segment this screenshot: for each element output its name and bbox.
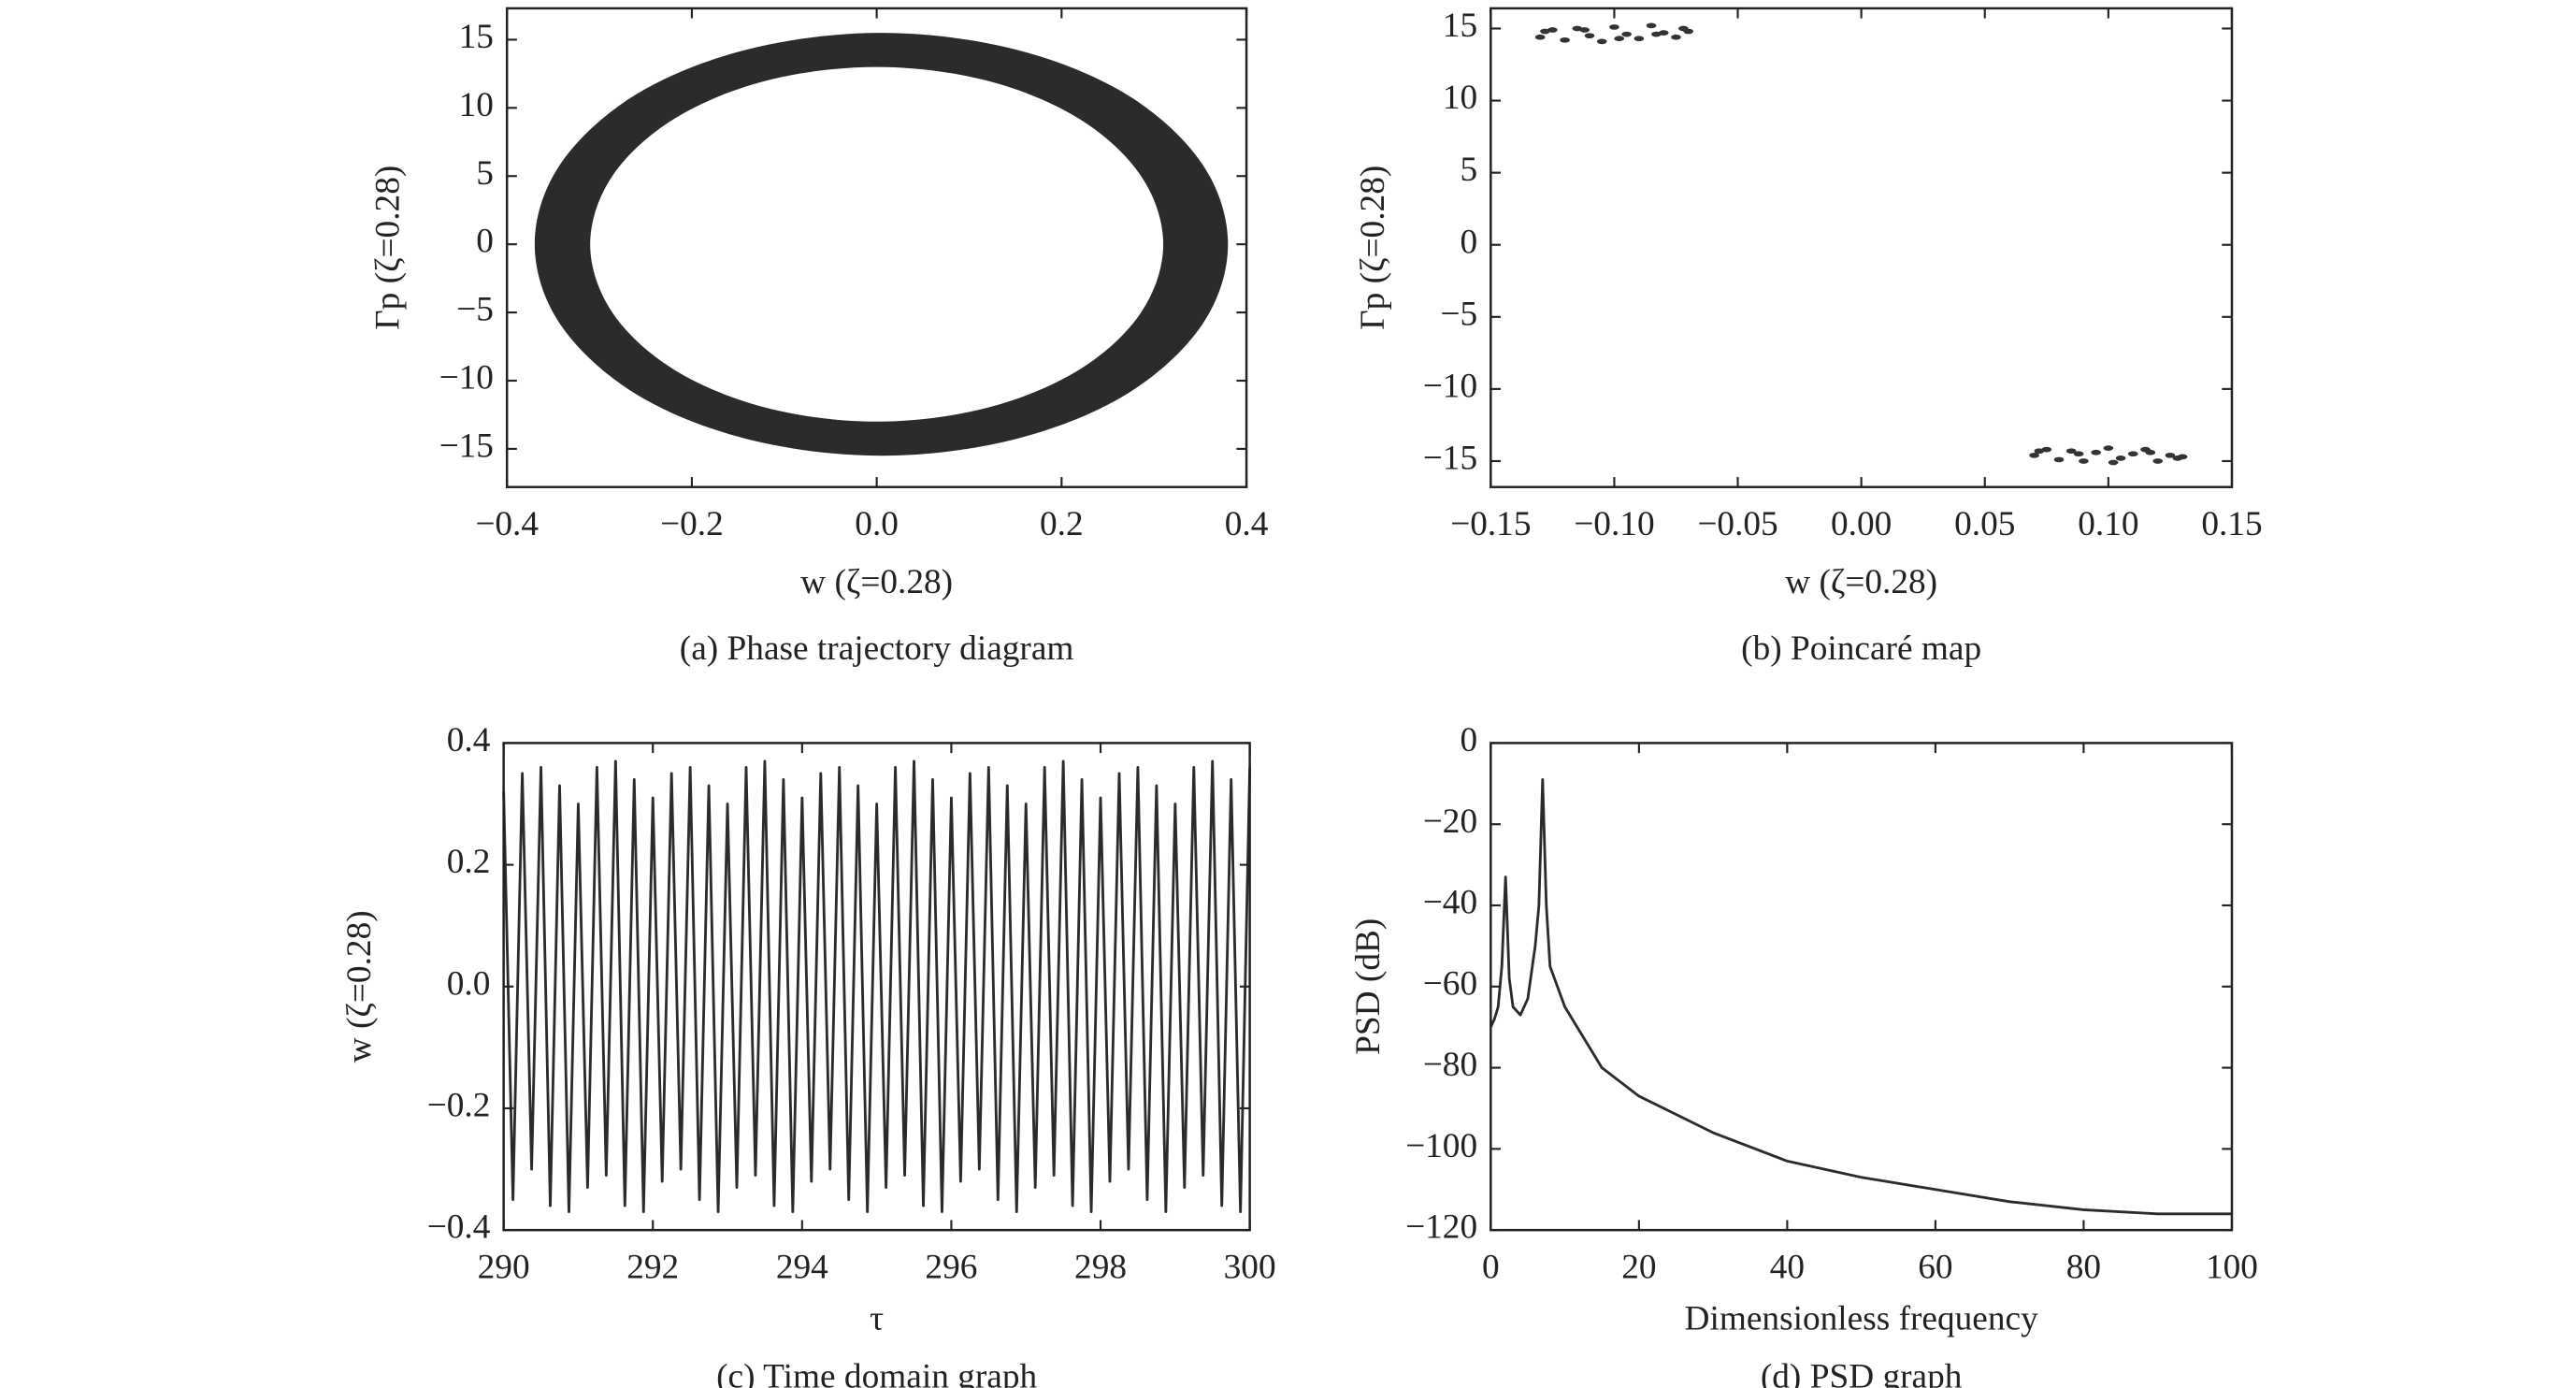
y-tick-label: 5 (476, 154, 494, 193)
y-tick-label: 0 (1460, 721, 1477, 759)
x-tick-label: 294 (776, 1248, 828, 1286)
x-tick-label: 290 (478, 1248, 530, 1286)
x-tick-label: 0.00 (1831, 505, 1892, 543)
y-tick-label: −15 (439, 427, 494, 465)
poincare-point (1540, 28, 1550, 35)
curve (1489, 778, 2232, 1216)
y-tick-label: −0.4 (427, 1208, 491, 1247)
y-tick-label: −60 (1423, 964, 1477, 1003)
y-tick-label: 5 (1460, 151, 1477, 189)
y-tick-label: 0 (1460, 223, 1477, 261)
y-tick-label: −80 (1423, 1046, 1477, 1084)
y-tick-label: −0.2 (427, 1087, 491, 1125)
poincare-point (1584, 33, 1595, 39)
y-tick-label: 0 (476, 223, 494, 261)
y-tick-label: −120 (1405, 1208, 1477, 1247)
x-tick-label: −0.2 (660, 505, 724, 543)
trajectory-band (590, 66, 1164, 422)
poincare-point (2029, 452, 2039, 458)
y-tick-label: −10 (439, 359, 494, 398)
y-axis-label: w (ζ=0.28) (340, 910, 379, 1063)
x-tick-label: −0.4 (475, 505, 539, 543)
poincare-point (2172, 455, 2183, 461)
x-tick-label: 40 (1770, 1248, 1805, 1286)
plot-frame (1489, 7, 2234, 488)
x-tick-label: 0 (1482, 1248, 1500, 1286)
poincare-point (1596, 38, 1607, 45)
poincare-point (2065, 448, 2077, 455)
y-tick-label: 15 (1443, 7, 1477, 45)
caption: (b) Poincaré map (1741, 629, 1981, 668)
x-tick-label: 298 (1074, 1248, 1127, 1286)
poincare-point (1560, 36, 1570, 43)
x-tick-label: 0.0 (855, 505, 899, 543)
poincare-point (2165, 452, 2176, 458)
x-tick-label: 300 (1224, 1248, 1276, 1286)
y-axis-label: Γp (ζ=0.28) (368, 166, 407, 330)
x-tick-label: 20 (1621, 1248, 1656, 1286)
plot-frame (1489, 742, 2234, 1232)
caption: (a) Phase trajectory diagram (680, 629, 1074, 668)
x-tick-label: −0.10 (1574, 505, 1654, 543)
curve (502, 759, 1252, 1214)
x-axis-label: Dimensionless frequency (1685, 1299, 2039, 1337)
poincare-point (1633, 36, 1645, 42)
poincare-point (2108, 459, 2119, 466)
x-tick-label: 0.4 (1225, 505, 1269, 543)
y-axis-label: Γp (ζ=0.28) (1354, 166, 1392, 330)
poincare-point (1621, 31, 1632, 37)
poincare-point (2073, 451, 2084, 457)
poincare-point (2152, 458, 2164, 464)
x-axis-label: w (ζ=0.28) (1785, 563, 1937, 601)
y-tick-label: −15 (1423, 440, 1477, 478)
y-tick-label: 10 (459, 86, 494, 124)
poincare-point (1671, 34, 1681, 40)
y-tick-label: 15 (459, 18, 494, 56)
x-tick-label: 80 (2066, 1248, 2101, 1286)
x-tick-label: 0.15 (2201, 505, 2262, 543)
y-tick-label: 0.2 (447, 843, 491, 881)
poincare-point (2079, 458, 2089, 464)
x-tick-label: −0.15 (1450, 505, 1531, 543)
poincare-point (2127, 451, 2138, 457)
poincare-point (2034, 448, 2045, 455)
poincare-point (2091, 449, 2101, 455)
poincare-point (1534, 34, 1546, 40)
x-tick-label: 296 (925, 1248, 977, 1286)
x-tick-label: 292 (626, 1248, 679, 1286)
y-tick-label: −10 (1423, 367, 1477, 405)
x-axis-label: τ (870, 1299, 884, 1337)
y-tick-label: 10 (1443, 79, 1477, 117)
poincare-point (2115, 455, 2126, 461)
poincare-point (2053, 456, 2065, 463)
x-axis-label: w (ζ=0.28) (800, 563, 953, 601)
x-tick-label: 0.05 (1954, 505, 2015, 543)
poincare-point (2103, 445, 2114, 451)
y-tick-label: 0.0 (447, 964, 491, 1003)
poincare-point (1579, 27, 1590, 33)
x-tick-label: 60 (1918, 1248, 1952, 1286)
y-tick-label: 0.4 (447, 721, 491, 759)
poincare-point (1646, 22, 1657, 29)
poincare-point (2145, 449, 2156, 455)
poincare-point (1609, 24, 1619, 30)
caption: (d) PSD graph (1761, 1358, 1963, 1388)
y-axis-label: PSD (dB) (1349, 918, 1388, 1055)
y-tick-label: −5 (1440, 295, 1477, 333)
caption: (c) Time domain graph (716, 1358, 1037, 1388)
poincare-point (1651, 31, 1662, 37)
y-tick-label: −100 (1405, 1127, 1477, 1165)
y-tick-label: −40 (1423, 884, 1477, 922)
poincare-point (1614, 36, 1625, 42)
x-tick-label: −0.05 (1697, 505, 1777, 543)
x-tick-label: 100 (2206, 1248, 2258, 1286)
y-tick-label: −20 (1423, 802, 1477, 841)
y-tick-label: −5 (456, 291, 494, 329)
poincare-point (1678, 25, 1689, 32)
x-tick-label: 0.2 (1040, 505, 1084, 543)
x-tick-label: 0.10 (2078, 505, 2138, 543)
